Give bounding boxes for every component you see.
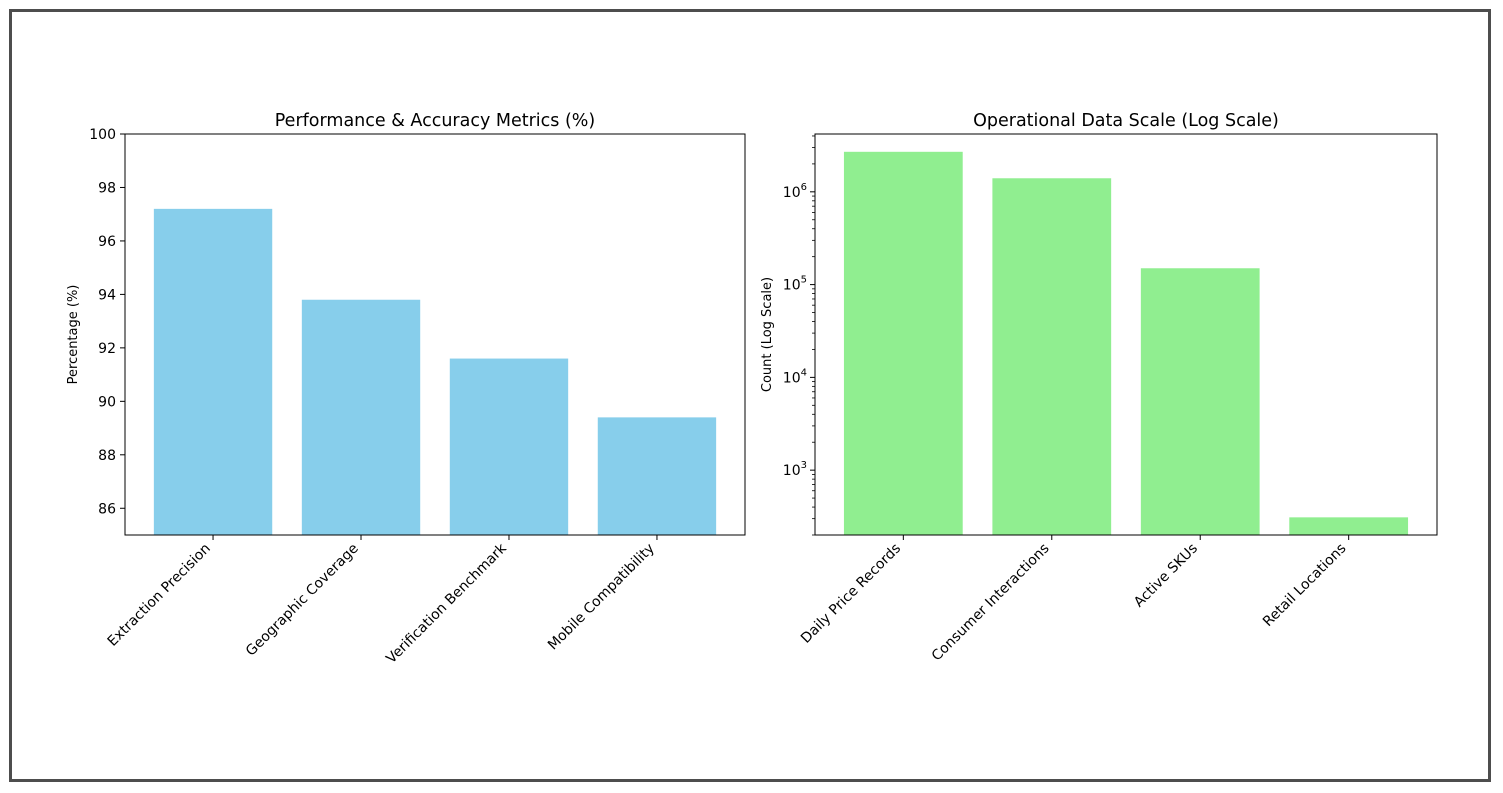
y-tick-label: 88 [98,448,116,464]
y-tick-label: 96 [98,234,116,250]
x-tick-label: Retail Locations [1260,541,1349,630]
y-tick-label: 105 [783,275,807,294]
bar-1 [301,299,421,535]
y-tick-label: 86 [98,501,116,517]
x-tick-label: Mobile Compatibility [545,541,658,654]
performance-accuracy-chart: Performance & Accuracy Metrics (%) Perce… [66,111,746,667]
x-tick-label: Extraction Precision [105,541,214,650]
y-tick-label: 92 [98,341,116,357]
figure-frame [9,9,1491,782]
x-axis-ticks: Extraction Precision Geographic Coverage V… [105,535,658,667]
y-axis-ticks: 86 88 90 92 94 96 98 100 [89,127,125,517]
bars [843,151,1409,536]
x-tick-label: Geographic Coverage [243,541,362,660]
y-tick-label: 90 [98,394,116,410]
chart-title: Operational Data Scale (Log Scale) [973,111,1279,131]
y-tick-label: 98 [98,180,116,196]
y-tick-exponent: 6 [801,182,807,193]
y-tick-base: 10 [783,278,801,294]
y-tick-base: 10 [783,463,801,479]
bar-1 [992,178,1112,535]
bar-3 [597,417,717,535]
x-tick-label: Daily Price Records [798,541,904,647]
operational-scale-chart: Operational Data Scale (Log Scale) Count… [760,111,1438,664]
chart-title: Performance & Accuracy Metrics (%) [275,111,596,131]
y-tick-base: 10 [783,370,801,386]
y-axis-label: Count (Log Scale) [760,277,775,392]
plot-area-border [124,133,746,536]
y-tick-base: 10 [783,185,801,201]
plot-area-border [814,133,1438,536]
bar-2 [449,358,569,535]
y-tick-exponent: 5 [801,275,807,286]
y-tick-exponent: 3 [801,460,807,471]
bars [153,208,717,535]
x-axis-ticks: Daily Price Records Consumer Interactions… [798,535,1350,664]
y-tick-label: 104 [783,367,807,386]
x-tick-label: Consumer Interactions [929,541,1053,665]
y-axis-label: Percentage (%) [66,285,81,385]
y-tick-exponent: 4 [801,367,807,378]
y-tick-label: 100 [89,127,116,143]
bar-2 [1140,268,1260,535]
bar-0 [843,151,963,536]
y-tick-label: 94 [98,287,116,303]
bar-3 [1289,517,1409,535]
y-tick-label: 103 [783,460,807,479]
x-tick-label: Active SKUs [1131,541,1201,611]
x-tick-label: Verification Benchmark [383,540,510,667]
y-tick-label: 106 [783,182,807,201]
bar-0 [153,208,273,535]
